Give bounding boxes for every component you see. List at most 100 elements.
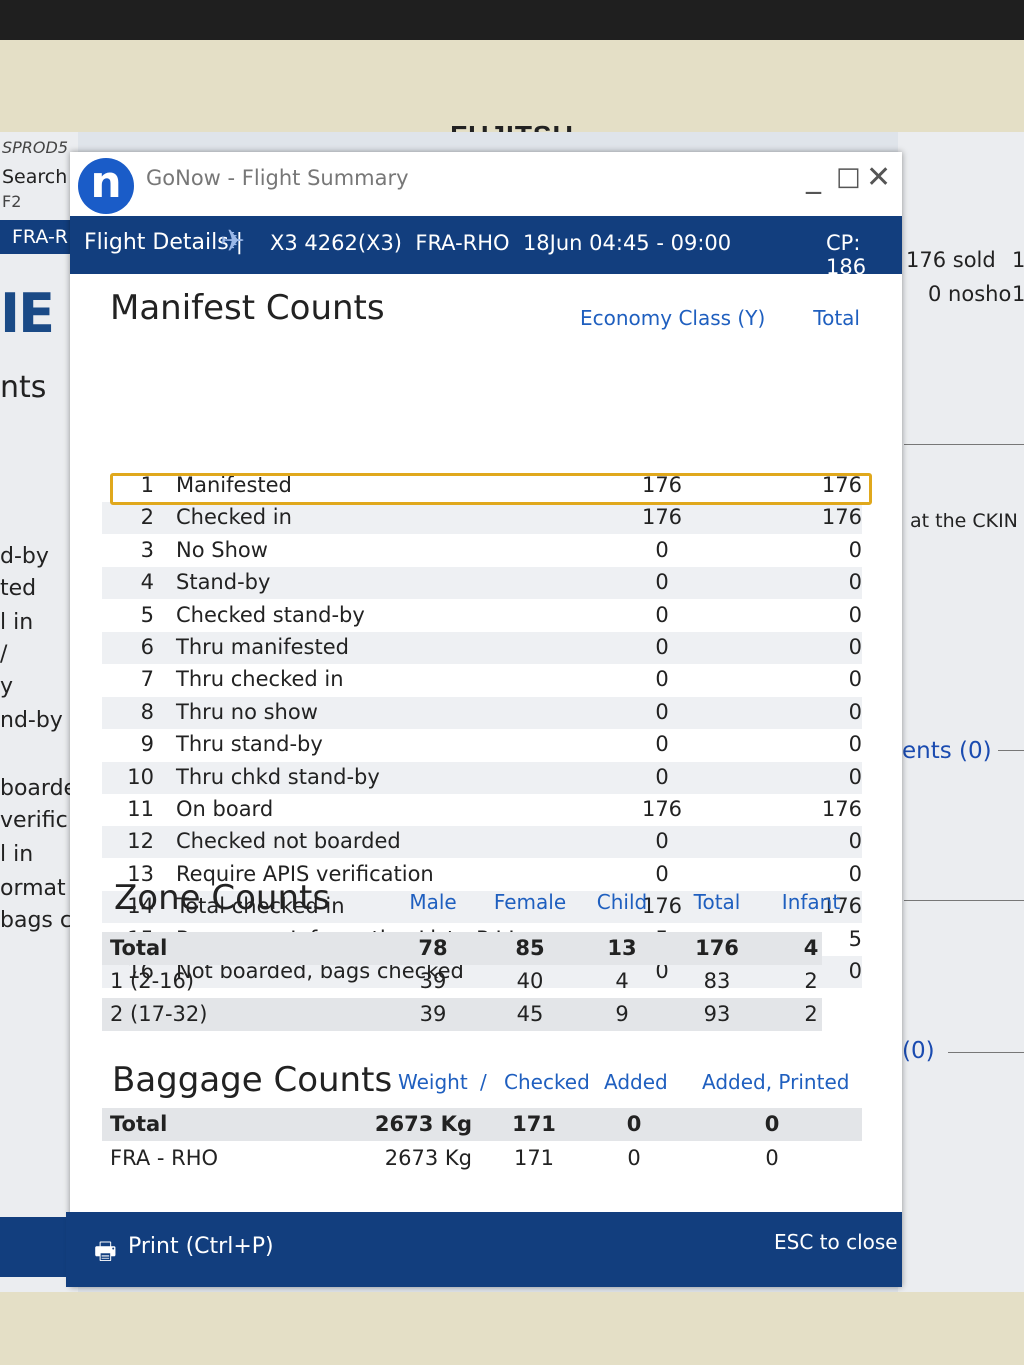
row-label: Thru no show xyxy=(176,699,318,724)
baggage-sep: / xyxy=(480,1070,487,1094)
bg-link-1[interactable]: ents (0) xyxy=(902,738,992,764)
zone-child: 13 xyxy=(607,936,637,960)
row-number: 4 xyxy=(140,570,154,595)
row-label: Checked not boarded xyxy=(176,829,401,854)
row-number: 11 xyxy=(127,797,154,821)
search-shortcut: F2 xyxy=(2,192,22,211)
screen: SPROD5 Search F2 FRA-R IE nts d-by ted l i… xyxy=(0,132,1024,1292)
total-count: 5 xyxy=(848,926,862,951)
row-label: Stand-by xyxy=(176,570,271,595)
row-number: 8 xyxy=(140,699,154,724)
zone-total: 93 xyxy=(703,1002,731,1026)
row-label: Thru stand-by xyxy=(176,732,323,757)
bg-fragment: verific xyxy=(0,808,68,833)
row-label: On board xyxy=(176,797,274,821)
zone-female: 45 xyxy=(516,1002,544,1026)
route-strip: FRA-R xyxy=(0,220,78,254)
zone-male-header: Male xyxy=(409,890,457,914)
zone-female: 40 xyxy=(516,969,544,993)
search-label[interactable]: Search xyxy=(2,166,68,188)
manifest-row[interactable]: 8 Thru no show 0 0 xyxy=(102,696,862,729)
row-number: 3 xyxy=(140,537,154,562)
manifest-row[interactable]: 6 Thru manifested 0 0 xyxy=(102,632,862,664)
baggage-title: Baggage Counts xyxy=(112,1060,393,1100)
zone-total: 83 xyxy=(703,969,731,993)
zone-male: 78 xyxy=(418,936,448,960)
row-number: 6 xyxy=(140,635,154,659)
zone-female: 85 xyxy=(515,936,545,960)
economy-count: 0 xyxy=(655,570,669,595)
baggage-weight-header: Weight xyxy=(398,1070,468,1094)
baggage-row: Total 2673 Kg 171 0 0 xyxy=(102,1108,862,1141)
row-label: Checked in xyxy=(176,505,292,530)
minimize-button[interactable]: _ xyxy=(806,160,821,195)
zone-male: 39 xyxy=(419,969,447,993)
printer-icon[interactable]: 🖶 xyxy=(94,1237,117,1265)
economy-count: 176 xyxy=(641,505,683,530)
manifest-row[interactable]: 1 Manifested 176 176 xyxy=(102,470,862,502)
window-footer: 🖶 Print (Ctrl+P) ESC to close xyxy=(66,1212,902,1287)
bg-link-2[interactable]: (0) xyxy=(902,1038,935,1064)
manifest-row[interactable]: 7 Thru checked in 0 0 xyxy=(102,664,862,696)
close-button[interactable]: ✕ xyxy=(866,160,892,195)
manifest-row[interactable]: 10 Thru chkd stand-by 0 0 xyxy=(102,761,862,794)
economy-count: 0 xyxy=(655,699,669,724)
bg-fragment: boarde xyxy=(0,776,78,801)
baggage-checked-header: Checked xyxy=(504,1070,590,1094)
total-count: 0 xyxy=(848,570,862,595)
row-number: 7 xyxy=(140,667,154,692)
zone-label: Total xyxy=(110,936,168,960)
manifest-row[interactable]: 2 Checked in 176 176 xyxy=(102,502,862,535)
noshow-extra: 1 xyxy=(1012,282,1024,306)
window-titlebar: n GoNow - Flight Summary _ □ ✕ xyxy=(70,152,902,216)
col-economy-header: Economy Class (Y) xyxy=(580,306,766,330)
print-button[interactable]: Print (Ctrl+P) xyxy=(128,1234,274,1259)
baggage-label: Total xyxy=(110,1112,168,1136)
manifest-row[interactable]: 9 Thru stand-by 0 0 xyxy=(102,729,862,761)
zone-infant-header: Infant xyxy=(781,890,841,914)
capacity-label: CP: 186 xyxy=(826,231,867,279)
zone-infant: 2 xyxy=(804,1002,818,1026)
total-count: 0 xyxy=(848,829,862,854)
divider xyxy=(948,1052,1024,1053)
bg-fragment: l in xyxy=(0,842,34,867)
divider xyxy=(904,444,1024,445)
noshow-count: 0 nosho xyxy=(928,282,1012,306)
flight-details-header: Flight Details | ✈ X3 4262(X3) FRA-RHO 1… xyxy=(70,216,902,279)
divider xyxy=(998,750,1024,751)
row-label: Thru chkd stand-by xyxy=(176,764,380,789)
zone-female-header: Female xyxy=(493,890,567,914)
manifest-row[interactable]: 3 No Show 0 0 xyxy=(102,535,862,567)
row-number: 10 xyxy=(127,764,154,789)
economy-count: 0 xyxy=(655,959,669,983)
zone-row: Total 78 85 13 176 4 xyxy=(102,932,822,965)
sold-extra: 1 xyxy=(1012,248,1024,272)
manifest-row[interactable]: 14 Total checked in 176 176 xyxy=(102,891,862,924)
flight-route: FRA-RHO xyxy=(415,231,510,255)
row-label: Require APIS verification xyxy=(176,861,434,886)
zone-row: 2 (17-32) 39 45 9 93 2 xyxy=(102,998,822,1031)
row-number: 12 xyxy=(127,829,154,854)
row-number: 5 xyxy=(140,602,154,627)
flight-number: X3 4262(X3) xyxy=(270,231,402,255)
flight-summary-window: n GoNow - Flight Summary _ □ ✕ Flight De… xyxy=(66,152,902,1287)
economy-count: 0 xyxy=(655,764,669,789)
row-number: 1 xyxy=(140,473,154,497)
bg-section: nts xyxy=(0,370,47,405)
background-app-right: 176 sold 1 0 nosho 1 at the CKIN ents (0… xyxy=(898,132,1024,1292)
manifest-row[interactable]: 12 Checked not boarded 0 0 xyxy=(102,826,862,859)
bg-footer xyxy=(0,1217,78,1277)
zone-total-header: Total xyxy=(693,890,741,914)
row-number: 2 xyxy=(140,505,154,530)
manifest-row[interactable]: 5 Checked stand-by 0 0 xyxy=(102,600,862,632)
zone-infant: 2 xyxy=(804,969,818,993)
maximize-button[interactable]: □ xyxy=(836,162,861,192)
total-count: 176 xyxy=(821,797,862,821)
manifest-row[interactable]: 11 On board 176 176 xyxy=(102,794,862,826)
manifest-row[interactable]: 13 Require APIS verification 0 0 xyxy=(102,859,862,891)
bg-fragment: bags c xyxy=(0,908,72,933)
esc-close-hint[interactable]: ESC to close xyxy=(774,1230,898,1254)
economy-count: 0 xyxy=(655,732,669,757)
economy-count: 0 xyxy=(655,861,669,886)
manifest-row[interactable]: 4 Stand-by 0 0 xyxy=(102,567,862,600)
